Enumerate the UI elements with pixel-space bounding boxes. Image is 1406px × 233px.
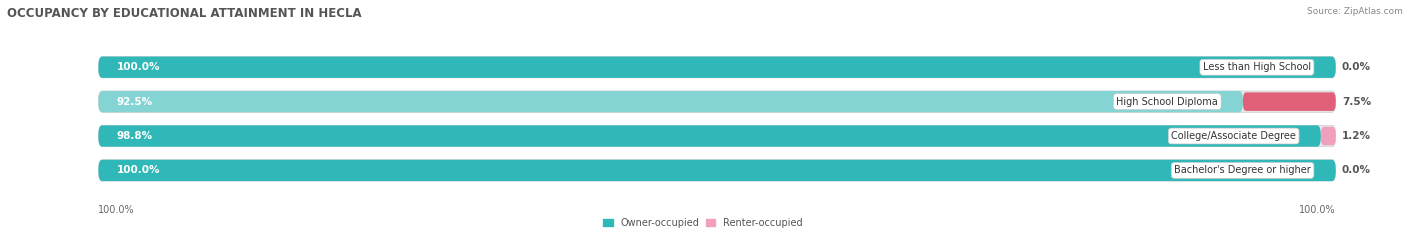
FancyBboxPatch shape <box>98 57 1336 78</box>
Legend: Owner-occupied, Renter-occupied: Owner-occupied, Renter-occupied <box>603 218 803 228</box>
Text: College/Associate Degree: College/Associate Degree <box>1171 131 1296 141</box>
Text: OCCUPANCY BY EDUCATIONAL ATTAINMENT IN HECLA: OCCUPANCY BY EDUCATIONAL ATTAINMENT IN H… <box>7 7 361 20</box>
FancyBboxPatch shape <box>98 125 1336 147</box>
Text: 98.8%: 98.8% <box>117 131 153 141</box>
Text: Bachelor's Degree or higher: Bachelor's Degree or higher <box>1174 165 1310 175</box>
FancyBboxPatch shape <box>98 125 1320 147</box>
FancyBboxPatch shape <box>98 91 1243 112</box>
Text: 92.5%: 92.5% <box>117 97 153 107</box>
FancyBboxPatch shape <box>98 160 1336 181</box>
FancyBboxPatch shape <box>1320 127 1336 145</box>
FancyBboxPatch shape <box>1243 92 1336 111</box>
Text: 100.0%: 100.0% <box>1299 205 1336 215</box>
Text: 1.2%: 1.2% <box>1341 131 1371 141</box>
Text: 0.0%: 0.0% <box>1341 165 1371 175</box>
FancyBboxPatch shape <box>98 160 1336 181</box>
Text: Less than High School: Less than High School <box>1202 62 1310 72</box>
Text: Source: ZipAtlas.com: Source: ZipAtlas.com <box>1308 7 1403 16</box>
Text: High School Diploma: High School Diploma <box>1116 97 1218 107</box>
Text: 7.5%: 7.5% <box>1341 97 1371 107</box>
FancyBboxPatch shape <box>98 57 1336 78</box>
Text: 100.0%: 100.0% <box>98 205 135 215</box>
Text: 0.0%: 0.0% <box>1341 62 1371 72</box>
Text: 100.0%: 100.0% <box>117 62 160 72</box>
FancyBboxPatch shape <box>98 91 1336 112</box>
Text: 100.0%: 100.0% <box>117 165 160 175</box>
